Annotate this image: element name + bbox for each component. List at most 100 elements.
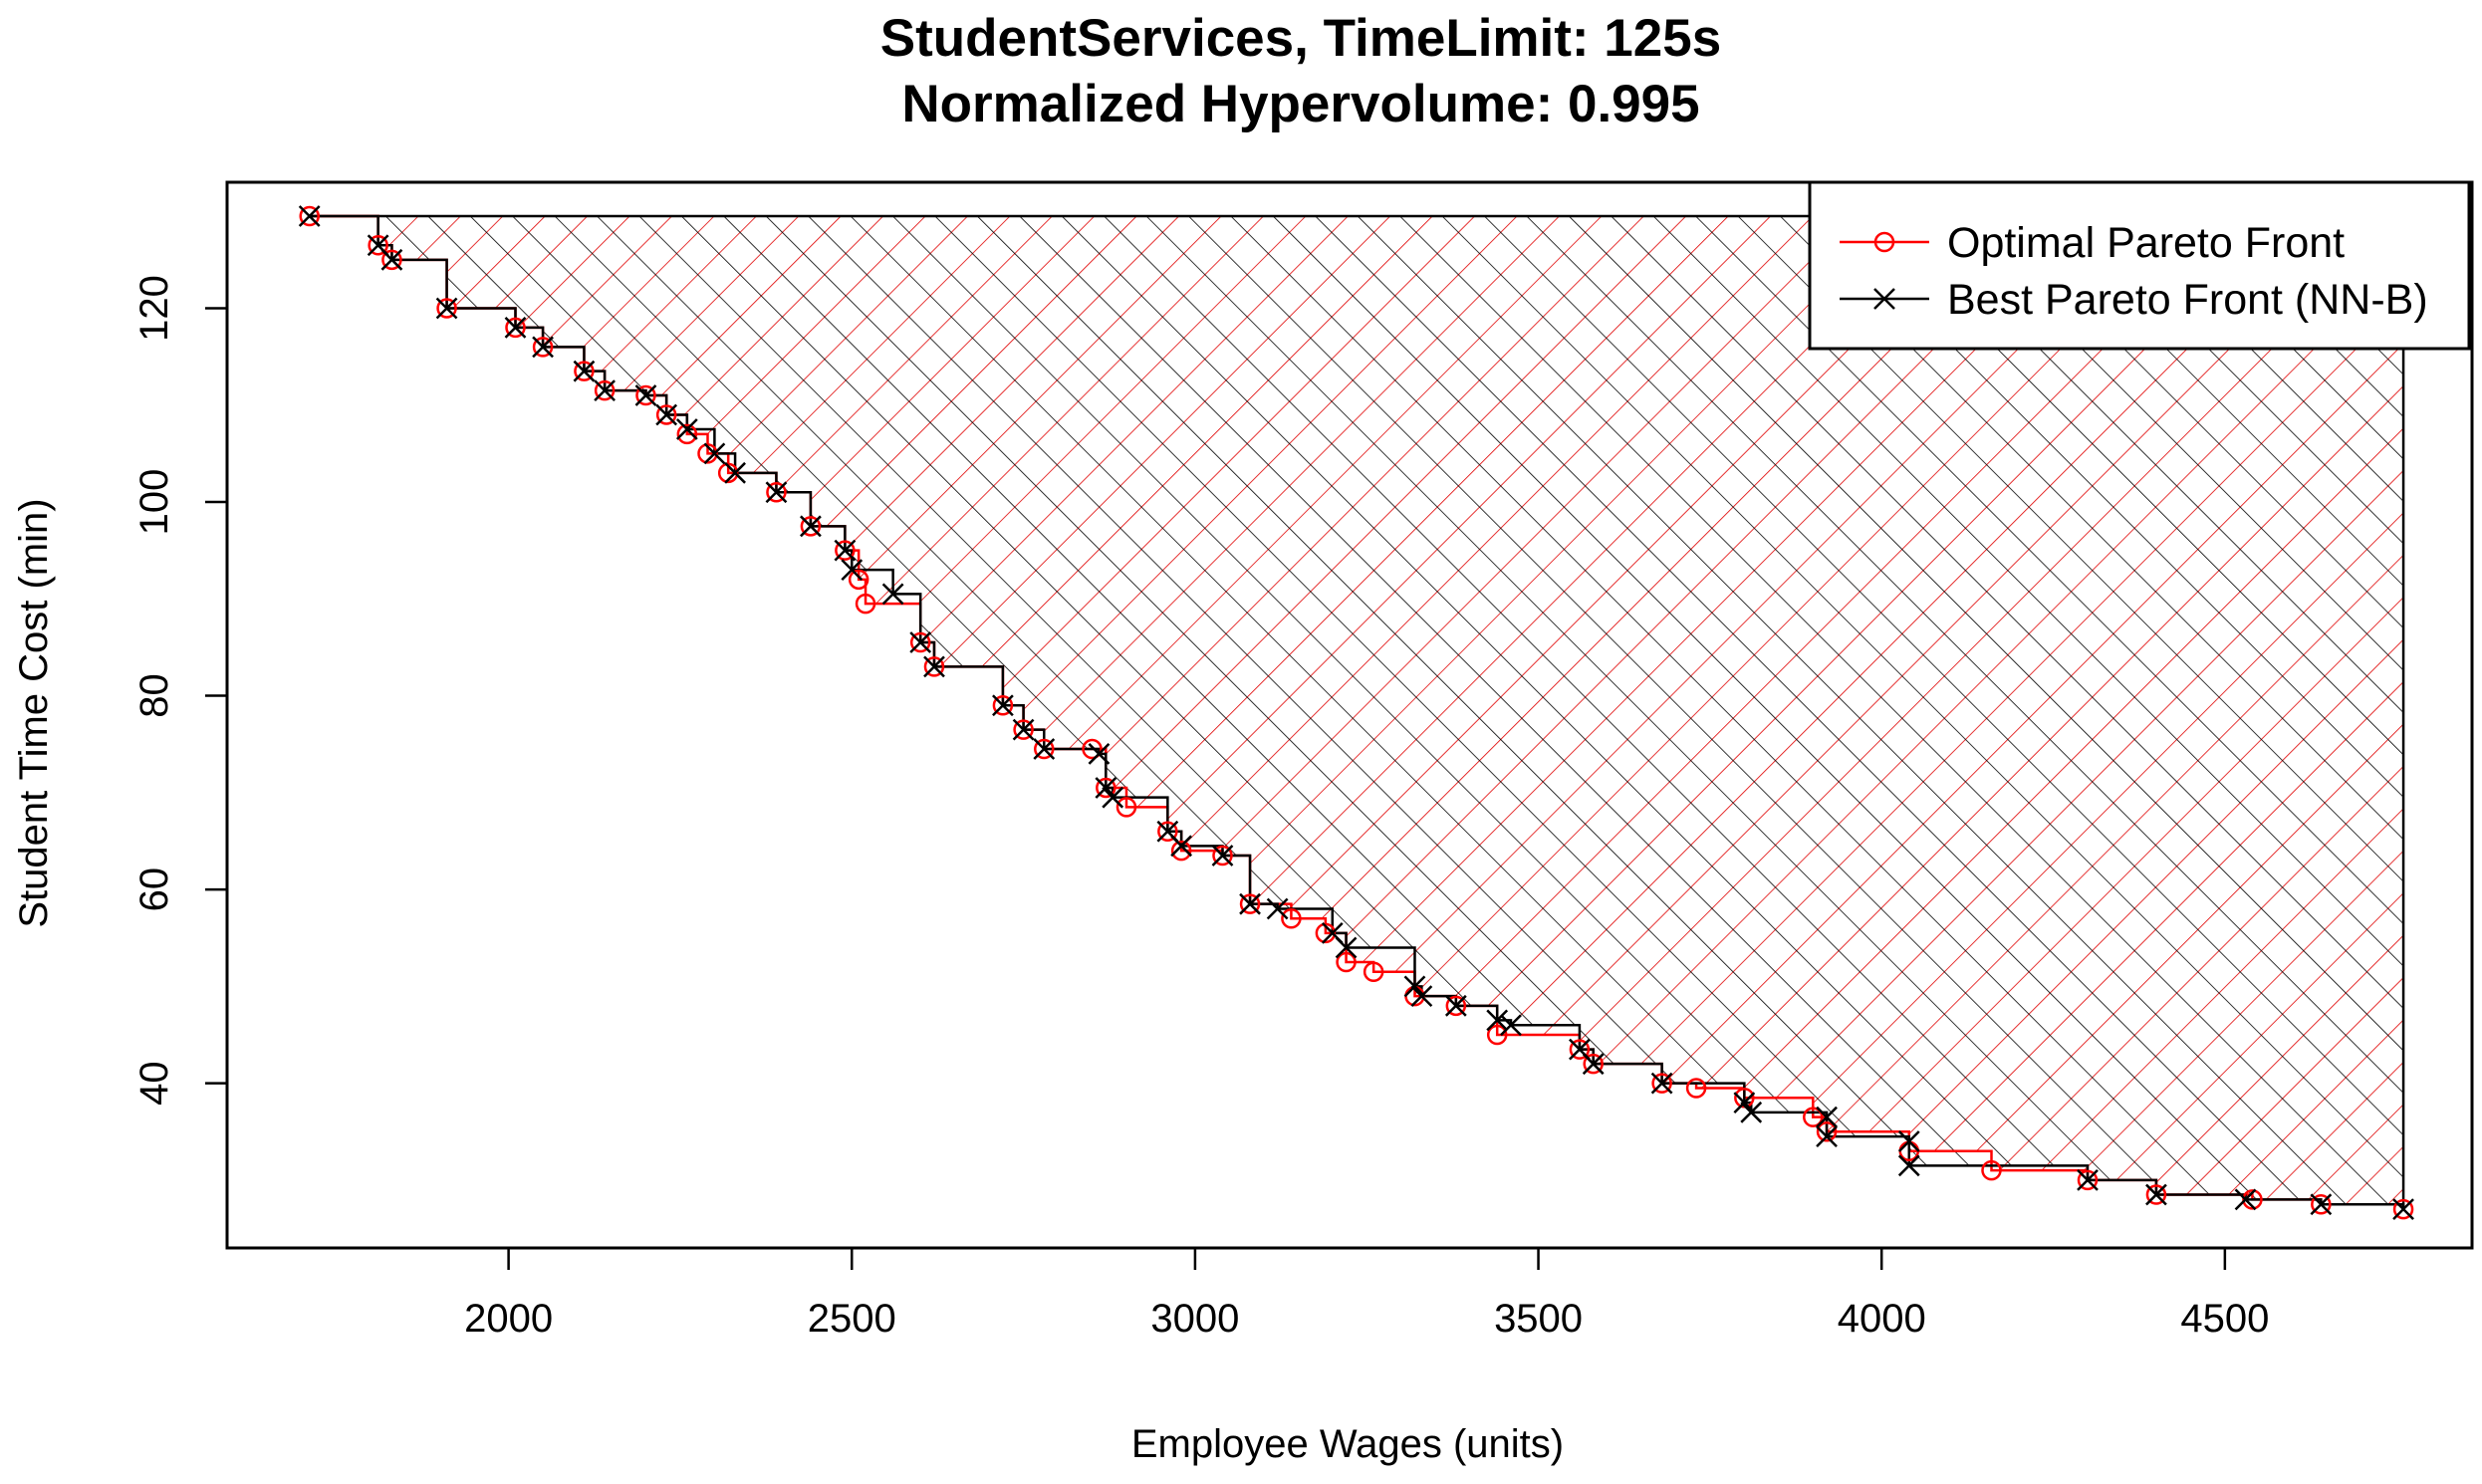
data-point-optimal: [505, 317, 526, 339]
data-point-best: [655, 403, 678, 426]
data-point-best: [435, 297, 458, 320]
legend-circle-icon: [1873, 231, 1895, 253]
x-tick-label: 3500: [1494, 1297, 1583, 1341]
data-point-best: [1102, 786, 1124, 809]
data-point-optimal: [532, 337, 554, 358]
data-point-optimal: [1315, 922, 1337, 944]
data-point-optimal: [1034, 738, 1055, 760]
data-point-best: [594, 379, 616, 402]
data-point-best: [2234, 1188, 2257, 1211]
data-point-best: [1650, 1072, 1673, 1095]
data-point-optimal: [1486, 1024, 1508, 1046]
hypervolume-region-best: [309, 216, 2404, 1210]
x-tick-label: 2500: [808, 1297, 896, 1341]
data-point-best: [800, 515, 822, 538]
data-point-best: [1239, 892, 1261, 915]
data-point-optimal: [717, 462, 739, 484]
data-point-best: [881, 583, 904, 606]
x-tick-label: 4500: [2180, 1297, 2269, 1341]
data-point-optimal: [299, 205, 320, 227]
data-point-best: [1170, 835, 1193, 858]
y-tick-label: 80: [132, 673, 176, 718]
data-point-best: [1500, 1014, 1522, 1037]
data-point-best: [841, 559, 864, 581]
data-point-best: [1403, 975, 1426, 998]
chart-subtitle: Normalized Hypervolume: 0.995: [901, 75, 1699, 133]
data-point-best: [724, 461, 746, 484]
data-point-best: [2392, 1198, 2414, 1220]
legend-box: [1808, 180, 2471, 351]
data-point-best: [1582, 1053, 1605, 1076]
data-point-best: [765, 481, 788, 504]
data-point-optimal: [1096, 777, 1117, 799]
data-point-best: [1897, 1130, 1920, 1152]
data-point-optimal: [1651, 1073, 1672, 1094]
data-point-best: [992, 694, 1014, 717]
data-point-optimal: [1583, 1053, 1604, 1075]
data-point-optimal: [1212, 845, 1233, 866]
data-point-best: [703, 442, 726, 465]
data-point-best: [1335, 936, 1358, 959]
data-point-optimal: [992, 695, 1014, 716]
data-point-best: [1266, 897, 1289, 920]
data-point-best: [1211, 845, 1234, 866]
legend: Optimal Pareto Front Best Pareto Front (…: [1808, 180, 2471, 351]
data-point-optimal: [635, 384, 656, 406]
data-point-optimal: [1816, 1121, 1838, 1142]
data-point-optimal: [1281, 908, 1302, 929]
data-point-optimal: [1336, 951, 1357, 973]
y-axis-label: Student Time Cost (min): [12, 498, 56, 927]
axes: 2000 2500 3000 3500 4000 4500 40 60 80 100 120: [132, 180, 2474, 1341]
data-point-optimal: [1685, 1078, 1707, 1099]
data-point-optimal: [923, 656, 945, 677]
chart-title: StudentServices, TimeLimit: 125s: [880, 9, 1721, 68]
y-tick-label: 120: [132, 275, 176, 342]
data-point-best: [1816, 1125, 1838, 1148]
data-point-best: [909, 631, 932, 653]
data-point-optimal: [1981, 1159, 2002, 1181]
data-point-optimal: [1082, 738, 1103, 760]
data-point-best: [1444, 994, 1467, 1017]
data-point-best: [923, 655, 945, 678]
data-point-optimal: [1157, 821, 1178, 842]
data-point-optimal: [1363, 961, 1384, 983]
data-point-best: [1897, 1154, 1920, 1177]
data-point-optimal: [2311, 1193, 2332, 1215]
data-point-optimal: [1445, 995, 1467, 1017]
data-point-optimal: [574, 361, 595, 381]
data-point-optimal: [1803, 1107, 1824, 1127]
data-point-best: [1095, 777, 1117, 799]
data-point-best: [675, 418, 698, 440]
data-point-best: [1088, 743, 1111, 765]
y-tick-label: 40: [132, 1061, 176, 1106]
data-point-best: [2077, 1169, 2099, 1191]
data-point-optimal: [2145, 1184, 2167, 1205]
data-point-optimal: [1013, 719, 1034, 740]
data-point-optimal: [835, 540, 856, 561]
data-point-optimal: [2077, 1169, 2099, 1191]
data-point-best: [532, 336, 554, 359]
data-point-optimal: [2242, 1189, 2263, 1210]
data-point-optimal: [381, 249, 402, 271]
data-point-best: [1486, 1009, 1509, 1032]
data-point-best: [2145, 1183, 2167, 1206]
data-point-best: [2310, 1193, 2333, 1216]
data-point-optimal: [368, 234, 388, 256]
plot-area: [298, 205, 2414, 1220]
data-point-best: [1012, 718, 1035, 741]
data-point-best: [834, 539, 857, 562]
data-point-optimal: [766, 482, 787, 503]
data-point-best: [298, 205, 321, 227]
data-point-optimal: [909, 631, 931, 653]
data-point-optimal: [594, 379, 616, 401]
x-tick-label: 3000: [1150, 1297, 1239, 1341]
legend-cross-icon: [1873, 288, 1895, 310]
x-axis-label: Employee Wages (units): [1131, 1422, 1564, 1466]
data-point-best: [634, 384, 657, 406]
data-point-optimal: [655, 404, 677, 425]
data-point-best: [1033, 738, 1056, 760]
data-point-best: [573, 360, 596, 382]
data-point-optimal: [697, 443, 718, 464]
data-point-optimal: [1569, 1039, 1591, 1060]
